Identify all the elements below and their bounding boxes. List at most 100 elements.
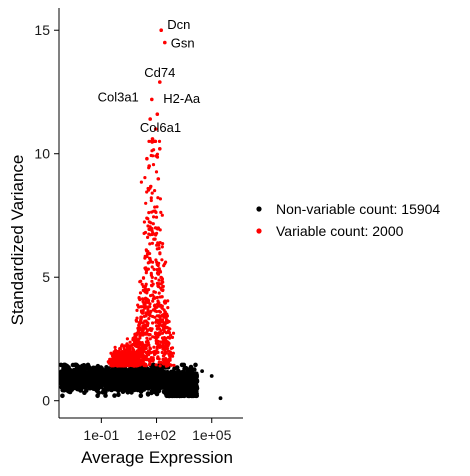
y-tick-label: 0 [42,393,50,409]
point-non-variable [126,372,132,378]
point-variable [120,353,124,357]
point-variable [139,279,143,283]
point-non-variable [180,370,186,376]
point-non-variable [191,384,197,390]
point-variable [148,337,152,341]
point-non-variable [174,388,180,394]
point-variable [172,363,176,367]
point-variable [151,314,155,319]
point-non-variable [165,371,171,376]
point-non-variable [88,373,94,378]
point-variable [157,243,161,247]
point-variable [139,346,143,350]
point-variable [151,293,155,297]
point-non-variable [173,375,178,381]
point-variable [169,363,174,367]
point-non-variable [131,373,137,378]
point-variable [144,344,148,348]
point-variable [156,284,160,288]
point-variable [106,360,110,364]
point-non-variable [144,366,150,372]
point-non-variable [67,387,73,392]
point-non-variable [90,380,95,386]
point-variable [142,220,146,224]
y-tick-label: 10 [34,146,50,162]
point-non-variable [84,373,90,379]
point-variable [148,333,152,337]
legend-key-non-variable [256,206,262,212]
legend: Non-variable count: 15904 Variable count… [256,201,440,239]
point-variable [151,154,155,158]
point-non-variable [129,386,135,391]
point-variable [160,213,164,217]
point-variable [146,307,150,311]
point-non-variable [176,373,182,379]
y-axis-title: Standardized Variance [8,155,27,326]
point-variable [139,180,143,184]
point-variable [150,279,154,283]
point-non-variable [112,393,117,398]
point-non-variable [82,382,88,387]
point-non-variable [101,381,106,386]
point-non-variable [181,376,186,381]
point-non-variable [149,384,155,390]
point-non-variable [194,371,199,376]
point-non-variable [151,374,157,380]
point-variable [156,268,160,272]
point-non-variable [78,366,84,371]
point-non-variable [64,367,70,373]
point-variable [148,257,152,261]
point-non-variable [87,385,93,391]
point-non-variable [71,382,76,388]
point-variable [137,327,141,331]
point-non-variable [131,367,137,373]
point-variable [164,331,168,335]
point-variable [115,352,119,357]
point-variable [144,201,148,205]
point-variable [168,357,172,361]
point-variable [147,188,151,192]
point-variable [147,357,151,361]
point-variable [158,80,162,84]
point-variable [164,357,168,361]
point-variable [148,346,152,350]
point-variable [155,327,159,331]
point-variable [154,215,159,219]
point-variable [109,361,113,365]
point-non-variable [162,389,167,395]
legend-key-variable [256,228,262,234]
point-non-variable [179,381,184,387]
point-non-variable [145,391,151,396]
point-non-variable [140,382,145,387]
point-variable [146,322,150,326]
point-variable [157,139,162,143]
point-variable [131,337,135,341]
point-variable [164,350,168,354]
point-non-variable [179,362,185,368]
point-variable [150,191,154,195]
point-variable [143,288,147,292]
point-variable [148,117,152,121]
y-tick-label: 5 [42,269,50,285]
legend-label-variable: Variable count: 2000 [276,223,404,239]
point-non-variable [81,363,87,368]
point-non-variable [106,387,111,392]
point-variable [161,284,165,289]
point-non-variable [159,385,165,390]
point-variable [146,261,150,265]
point-variable [160,295,164,299]
point-non-variable [73,375,78,381]
point-variable [163,310,167,314]
point-variable [159,319,164,323]
point-non-variable [218,396,223,401]
point-variable [152,148,156,152]
point-non-variable [174,365,180,370]
point-non-variable [122,383,127,389]
point-non-variable [146,386,151,391]
point-variable [159,210,163,214]
point-variable [147,227,151,232]
x-axis-ticks: 1e-01 1e+02 1e+05 [83,418,232,443]
point-variable [155,112,160,116]
point-variable [168,336,172,340]
point-non-variable [80,379,86,384]
